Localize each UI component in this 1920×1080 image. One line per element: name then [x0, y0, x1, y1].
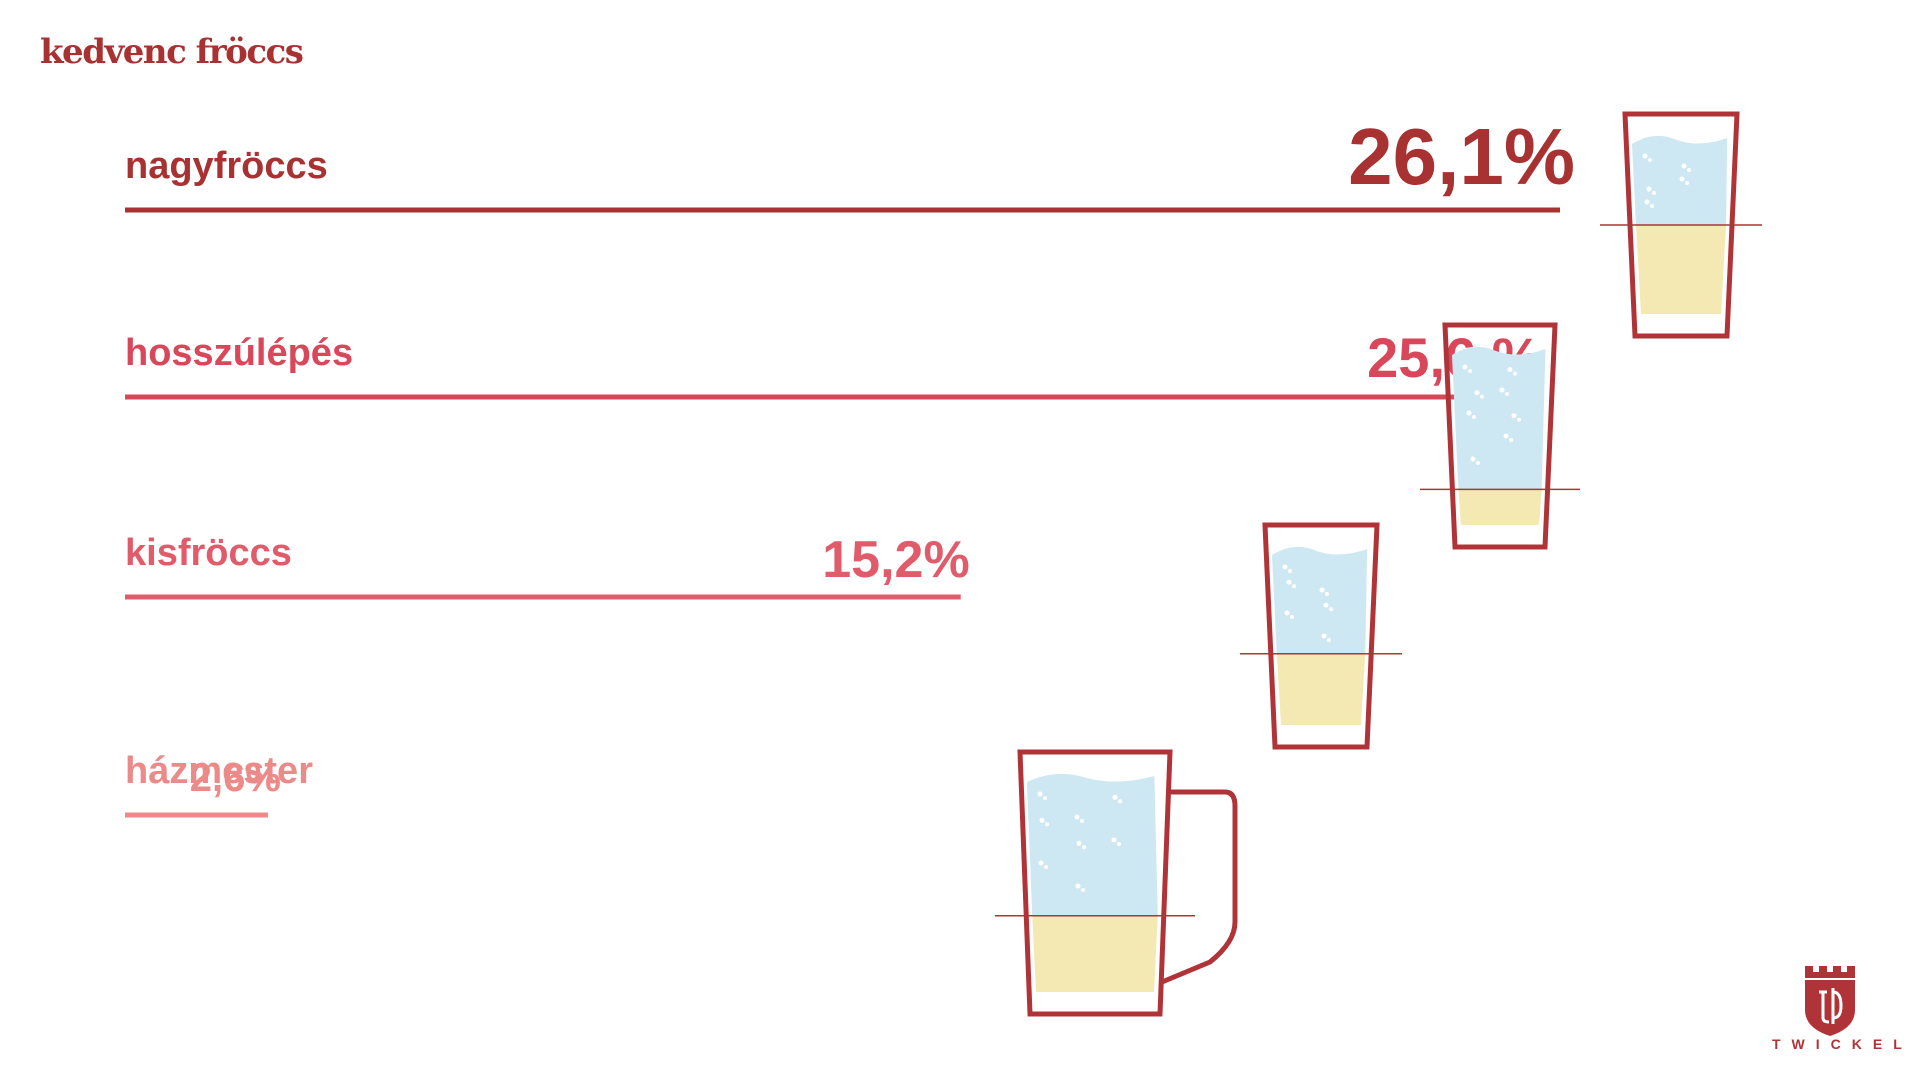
bubble	[1074, 814, 1080, 820]
category-label: nagyfröccs	[125, 145, 328, 187]
bubble	[1292, 584, 1296, 589]
bubble	[1075, 883, 1081, 889]
wine-fill	[1458, 489, 1542, 525]
wine-fill	[1276, 653, 1366, 725]
bubble	[1038, 860, 1044, 866]
value-label: 15,2%	[822, 531, 969, 589]
bubble	[1081, 888, 1085, 892]
bubble	[1325, 592, 1329, 596]
bubble	[1082, 845, 1086, 850]
bubble	[1468, 369, 1472, 373]
category-label: hosszúlépés	[125, 332, 353, 374]
bubble	[1644, 199, 1650, 205]
bubble	[1043, 796, 1047, 800]
bubble	[1282, 564, 1288, 570]
bubble	[1076, 840, 1082, 846]
bubble	[1327, 638, 1331, 642]
bubble	[1037, 791, 1043, 797]
category-label: házmester	[125, 750, 313, 792]
twickel-logo-icon	[1805, 966, 1855, 1036]
bubble	[1470, 456, 1476, 462]
bubble	[1505, 392, 1509, 396]
glass-outline	[1262, 522, 1380, 750]
bubble	[1476, 461, 1480, 465]
water-fill	[1271, 546, 1368, 654]
bubble	[1039, 817, 1045, 823]
bubble	[1286, 579, 1292, 585]
chart-title: kedvenc fröccs	[40, 32, 304, 72]
water-fill	[1451, 346, 1546, 490]
bubble	[1045, 822, 1049, 827]
bubble	[1466, 410, 1472, 416]
bubble	[1650, 204, 1654, 208]
bubble	[1685, 181, 1689, 185]
bubble	[1288, 569, 1292, 573]
wine-fill	[1636, 225, 1726, 314]
bubble	[1480, 394, 1484, 399]
bubble	[1646, 186, 1652, 192]
bubble	[1511, 413, 1517, 419]
mug-handle	[1161, 789, 1238, 985]
bubble	[1080, 819, 1084, 823]
wine-fill	[1032, 915, 1158, 992]
bubble	[1474, 390, 1480, 396]
glass-outline	[1622, 111, 1740, 339]
brand-name: TWICKEL	[1772, 1036, 1913, 1052]
beer-mug-icon	[995, 749, 1238, 1017]
bubble	[1290, 615, 1294, 619]
bubble	[1652, 191, 1656, 195]
bubble	[1681, 163, 1687, 169]
bubble	[1517, 417, 1521, 422]
bubble	[1642, 153, 1648, 159]
tall-glass-icon	[1420, 322, 1580, 550]
bubble	[1319, 587, 1325, 593]
value-label: 26,1%	[1348, 112, 1575, 201]
bubble	[1329, 607, 1333, 612]
bubble	[1509, 438, 1513, 442]
bubble	[1118, 799, 1122, 804]
bubble	[1284, 610, 1290, 616]
bubble	[1472, 415, 1476, 419]
bubble	[1321, 633, 1327, 639]
tall-glass-icon	[1600, 111, 1762, 339]
bubble	[1117, 842, 1121, 846]
bubble	[1648, 158, 1652, 162]
bubble	[1323, 602, 1329, 608]
water-fill	[1631, 135, 1728, 225]
bubble	[1112, 794, 1118, 800]
bubble	[1513, 371, 1517, 376]
glass-outline	[1442, 322, 1558, 550]
bubble	[1503, 433, 1509, 439]
category-label: kisfröccs	[125, 532, 292, 574]
glass-outline	[1017, 749, 1173, 1017]
bubble	[1679, 176, 1685, 182]
value-label: 2,6%	[190, 756, 281, 800]
bubble	[1499, 387, 1505, 393]
bubble	[1507, 367, 1513, 373]
water-fill	[1026, 773, 1158, 916]
bubble	[1044, 865, 1048, 869]
bubble	[1111, 837, 1117, 843]
bubble	[1687, 168, 1691, 172]
bubble	[1462, 364, 1468, 370]
short-glass-icon	[1240, 522, 1402, 750]
